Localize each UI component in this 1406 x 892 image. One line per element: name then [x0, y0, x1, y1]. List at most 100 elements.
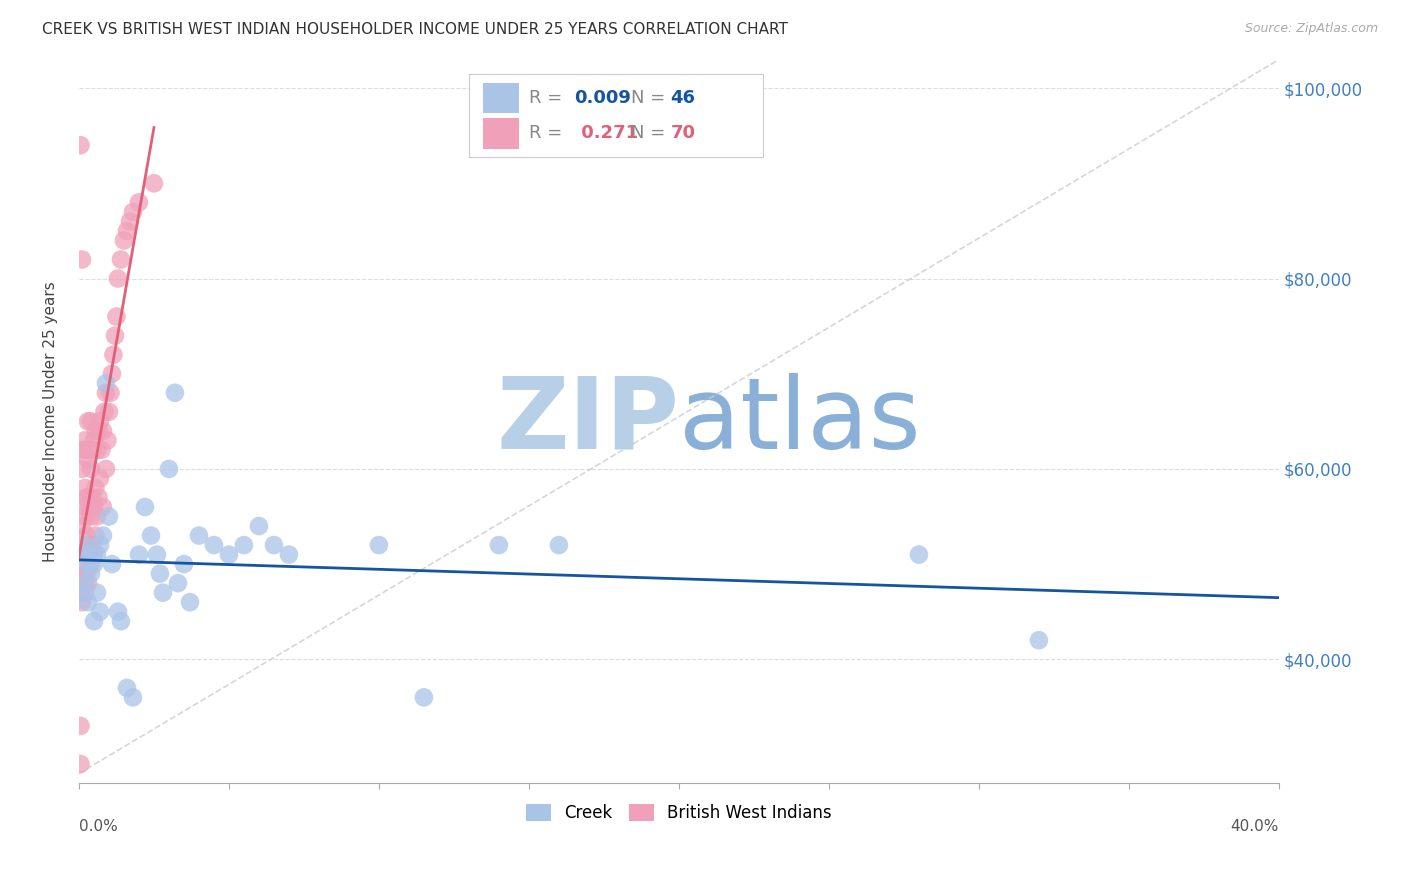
- Point: [101, 557, 124, 571]
- Point: [77, 538, 100, 552]
- Point: [134, 500, 156, 514]
- Point: [263, 538, 285, 552]
- Point: [73, 509, 96, 524]
- Point: [94, 376, 117, 391]
- Point: [70, 595, 93, 609]
- Point: [100, 385, 122, 400]
- Text: 46: 46: [671, 89, 696, 107]
- Point: [75, 491, 97, 505]
- Point: [86, 442, 108, 457]
- Point: [908, 548, 931, 562]
- Point: [70, 585, 93, 599]
- Point: [70, 252, 93, 267]
- Point: [105, 310, 128, 324]
- Point: [79, 500, 101, 514]
- Point: [128, 548, 150, 562]
- Point: [89, 538, 111, 552]
- Point: [118, 214, 141, 228]
- Point: [149, 566, 172, 581]
- Point: [83, 614, 105, 628]
- Point: [84, 481, 107, 495]
- Point: [413, 690, 436, 705]
- Point: [77, 557, 100, 571]
- Point: [83, 434, 105, 448]
- Point: [73, 585, 96, 599]
- Text: N =: N =: [631, 89, 671, 107]
- Point: [103, 348, 125, 362]
- Point: [77, 414, 100, 428]
- Point: [142, 177, 165, 191]
- Point: [84, 424, 107, 438]
- Point: [139, 528, 162, 542]
- Point: [173, 557, 195, 571]
- Point: [94, 385, 117, 400]
- Point: [94, 462, 117, 476]
- Point: [77, 452, 100, 467]
- Point: [157, 462, 180, 476]
- Point: [69, 719, 91, 733]
- Point: [75, 528, 97, 542]
- Point: [115, 681, 138, 695]
- Point: [83, 557, 105, 571]
- Point: [202, 538, 225, 552]
- Text: 0.009: 0.009: [575, 89, 631, 107]
- Point: [72, 576, 94, 591]
- Legend: Creek, British West Indians: Creek, British West Indians: [519, 797, 839, 829]
- Text: R =: R =: [529, 89, 568, 107]
- Point: [80, 509, 103, 524]
- Point: [77, 576, 100, 591]
- Point: [368, 538, 391, 552]
- Text: Source: ZipAtlas.com: Source: ZipAtlas.com: [1244, 22, 1378, 36]
- Point: [247, 519, 270, 533]
- Point: [70, 519, 93, 533]
- Point: [72, 500, 94, 514]
- Point: [163, 385, 186, 400]
- Point: [91, 500, 114, 514]
- Point: [146, 548, 169, 562]
- Point: [84, 528, 107, 542]
- Text: 70: 70: [671, 124, 696, 143]
- Point: [278, 548, 301, 562]
- Point: [97, 405, 120, 419]
- Point: [79, 548, 101, 562]
- Text: CREEK VS BRITISH WEST INDIAN HOUSEHOLDER INCOME UNDER 25 YEARS CORRELATION CHART: CREEK VS BRITISH WEST INDIAN HOUSEHOLDER…: [42, 22, 787, 37]
- Text: ZIP: ZIP: [496, 373, 679, 470]
- FancyBboxPatch shape: [484, 83, 519, 113]
- Point: [75, 566, 97, 581]
- Point: [90, 442, 112, 457]
- Point: [110, 614, 132, 628]
- Point: [91, 424, 114, 438]
- Point: [87, 424, 110, 438]
- Point: [101, 367, 124, 381]
- Point: [187, 528, 209, 542]
- Point: [82, 442, 104, 457]
- Point: [80, 557, 103, 571]
- Point: [86, 509, 108, 524]
- Point: [107, 271, 129, 285]
- Text: R =: R =: [529, 124, 568, 143]
- Point: [77, 491, 100, 505]
- Point: [80, 566, 103, 581]
- Point: [179, 595, 201, 609]
- Point: [167, 576, 190, 591]
- Point: [152, 585, 174, 599]
- Point: [96, 434, 118, 448]
- Point: [77, 595, 100, 609]
- Point: [87, 491, 110, 505]
- Point: [86, 585, 108, 599]
- Point: [73, 434, 96, 448]
- Point: [122, 690, 145, 705]
- Point: [107, 605, 129, 619]
- Text: 0.0%: 0.0%: [79, 819, 118, 834]
- Point: [233, 538, 256, 552]
- Point: [82, 538, 104, 552]
- Point: [70, 548, 93, 562]
- Point: [1028, 633, 1050, 648]
- Point: [75, 442, 97, 457]
- Point: [80, 414, 103, 428]
- Point: [73, 538, 96, 552]
- Point: [104, 328, 127, 343]
- Point: [83, 500, 105, 514]
- Point: [112, 234, 135, 248]
- Text: N =: N =: [631, 124, 671, 143]
